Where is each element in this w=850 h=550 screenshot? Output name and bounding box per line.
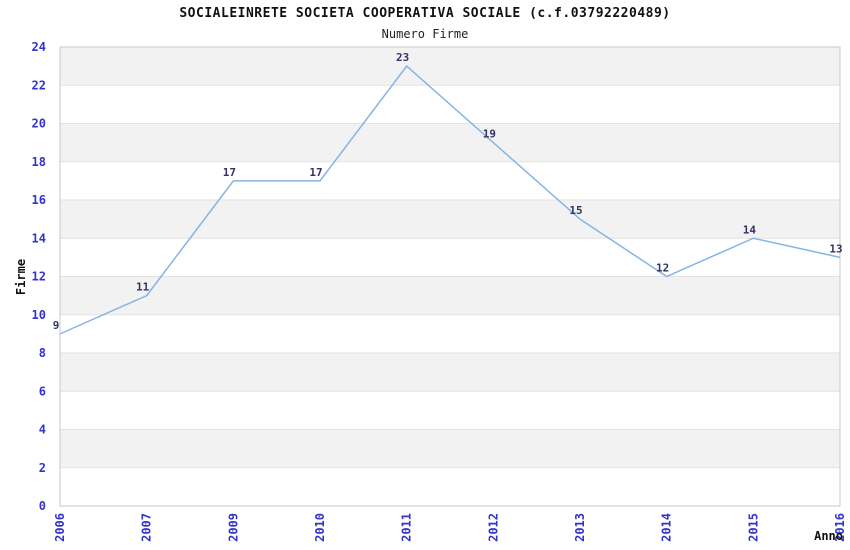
- y-tick-label: 8: [39, 346, 46, 360]
- x-tick-label: 2012: [486, 513, 500, 542]
- plot-band: [60, 200, 840, 239]
- y-tick-label: 6: [39, 384, 46, 398]
- series-line: [59, 65, 841, 335]
- y-tick-label: 10: [32, 308, 46, 322]
- plot-border: [59, 46, 841, 507]
- x-tick-label: 2010: [313, 513, 327, 542]
- chart-subtitle: Numero Firme: [381, 27, 469, 41]
- x-tick-label: 2006: [53, 513, 67, 542]
- y-axis-title: Firme: [14, 259, 28, 295]
- plot-band: [60, 238, 840, 277]
- x-tick-label: 2015: [746, 513, 760, 542]
- point-labels: 9 11 17 17 23 19 15 12 14 13: [53, 51, 843, 332]
- point-label: 17: [309, 166, 322, 179]
- chart-title: SOCIALEINRETE SOCIETA COOPERATIVA SOCIAL…: [179, 6, 671, 21]
- x-tick-label: 2016: [833, 513, 847, 542]
- point-label: 13: [829, 242, 842, 255]
- y-tick-label: 14: [32, 231, 46, 245]
- plot-band: [60, 353, 840, 392]
- y-tick-label: 20: [32, 117, 46, 131]
- plot-band: [60, 429, 840, 468]
- plot-band: [60, 161, 840, 200]
- x-tick-label: 2014: [660, 513, 674, 542]
- point-label: 15: [569, 204, 582, 217]
- plot-bands: [60, 47, 840, 506]
- point-label: 11: [136, 281, 150, 294]
- x-tick-label: 2011: [400, 513, 414, 542]
- plot-band: [60, 123, 840, 162]
- point-label: 19: [483, 128, 496, 141]
- y-tick-label: 2: [39, 461, 46, 475]
- point-label: 9: [53, 319, 60, 332]
- plot-band: [60, 276, 840, 315]
- x-axis-tick-labels: 2006 2007 2009 2010 2011 2012 2013 2014 2015 2016: [53, 513, 847, 542]
- y-tick-label: 16: [32, 193, 46, 207]
- plot-band: [60, 391, 840, 430]
- x-axis-title: Anno: [814, 529, 843, 543]
- point-label: 14: [743, 223, 757, 236]
- x-tick-label: 2009: [226, 513, 240, 542]
- x-tick-label: 2007: [140, 513, 154, 542]
- plot-band: [60, 314, 840, 353]
- plot-band: [60, 47, 840, 86]
- y-tick-label: 12: [32, 270, 46, 284]
- point-label: 12: [656, 262, 669, 275]
- y-tick-label: 0: [39, 499, 46, 513]
- point-label: 17: [223, 166, 236, 179]
- y-tick-label: 4: [39, 423, 46, 437]
- x-tick-label: 2013: [573, 513, 587, 542]
- plot-band: [60, 467, 840, 506]
- y-tick-label: 24: [32, 40, 46, 54]
- point-label: 23: [396, 51, 409, 64]
- y-tick-label: 22: [32, 78, 46, 92]
- y-tick-label: 18: [32, 155, 46, 169]
